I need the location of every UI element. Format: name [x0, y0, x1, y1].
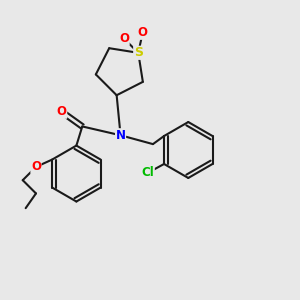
Text: Cl: Cl: [142, 166, 154, 179]
Text: O: O: [138, 26, 148, 39]
Text: S: S: [134, 46, 143, 59]
Text: O: O: [119, 32, 129, 45]
Text: O: O: [31, 160, 41, 173]
Text: N: N: [116, 129, 126, 142]
Text: O: O: [57, 105, 67, 118]
